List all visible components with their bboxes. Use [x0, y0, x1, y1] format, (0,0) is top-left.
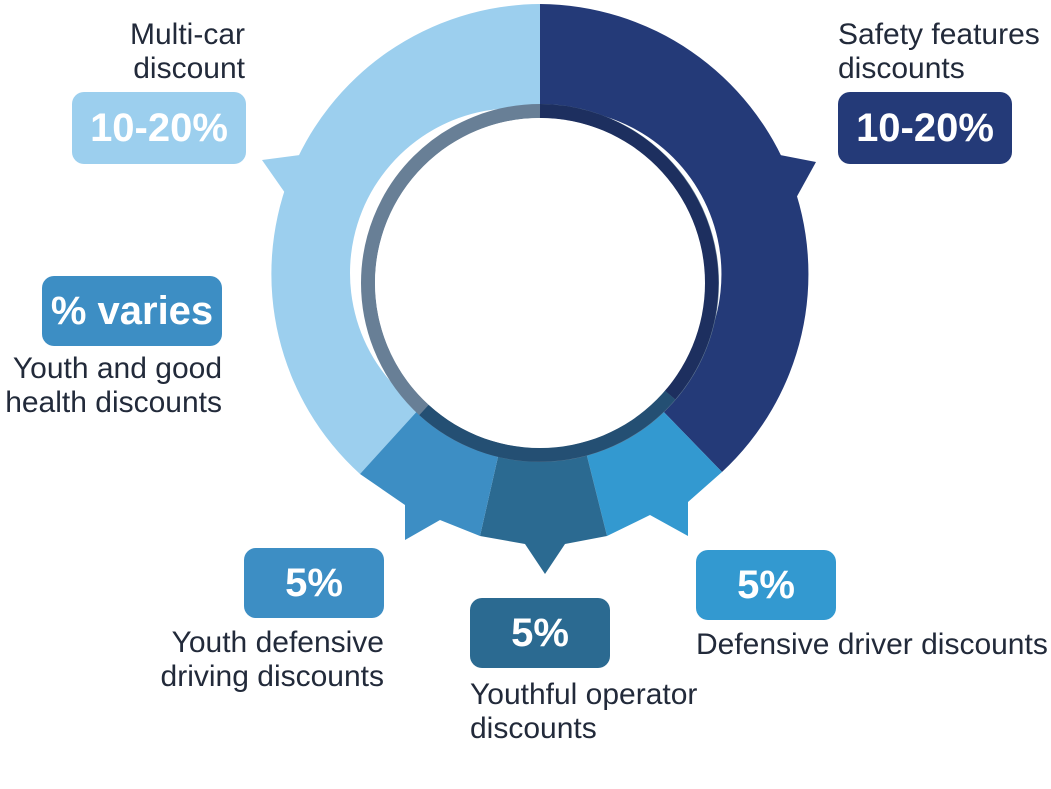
- badge-safety-features: 10-20%: [838, 92, 1012, 164]
- badge-multi-car: 10-20%: [72, 92, 246, 164]
- label-safety-features: Safety features discounts: [838, 18, 1040, 85]
- segment-multi-car: [271, 4, 540, 474]
- donut-hole: [375, 118, 705, 448]
- badge-youthful-operator: 5%: [470, 598, 610, 668]
- label-youth-health: Youth and good health discounts: [5, 352, 222, 419]
- segment-youthful-operator: [480, 448, 607, 574]
- inner-ring-bottom-arc: [419, 390, 676, 462]
- badge-defensive-driver: 5%: [696, 550, 836, 620]
- badge-youth-health: % varies: [42, 276, 222, 346]
- inner-ring-dark-arc: [539, 104, 719, 400]
- label-defensive-driver: Defensive driver discounts: [696, 628, 1048, 661]
- pointer-safety-features: [780, 155, 816, 200]
- segment-safety-features: [540, 4, 809, 472]
- label-multi-car: Multi-car discount: [129, 18, 245, 85]
- pointer-multi-car: [262, 155, 300, 200]
- label-youthful-operator: Youthful operator discounts: [470, 678, 698, 745]
- label-youth-defensive: Youth defensive driving discounts: [160, 626, 384, 693]
- badge-youth-defensive: 5%: [244, 548, 384, 618]
